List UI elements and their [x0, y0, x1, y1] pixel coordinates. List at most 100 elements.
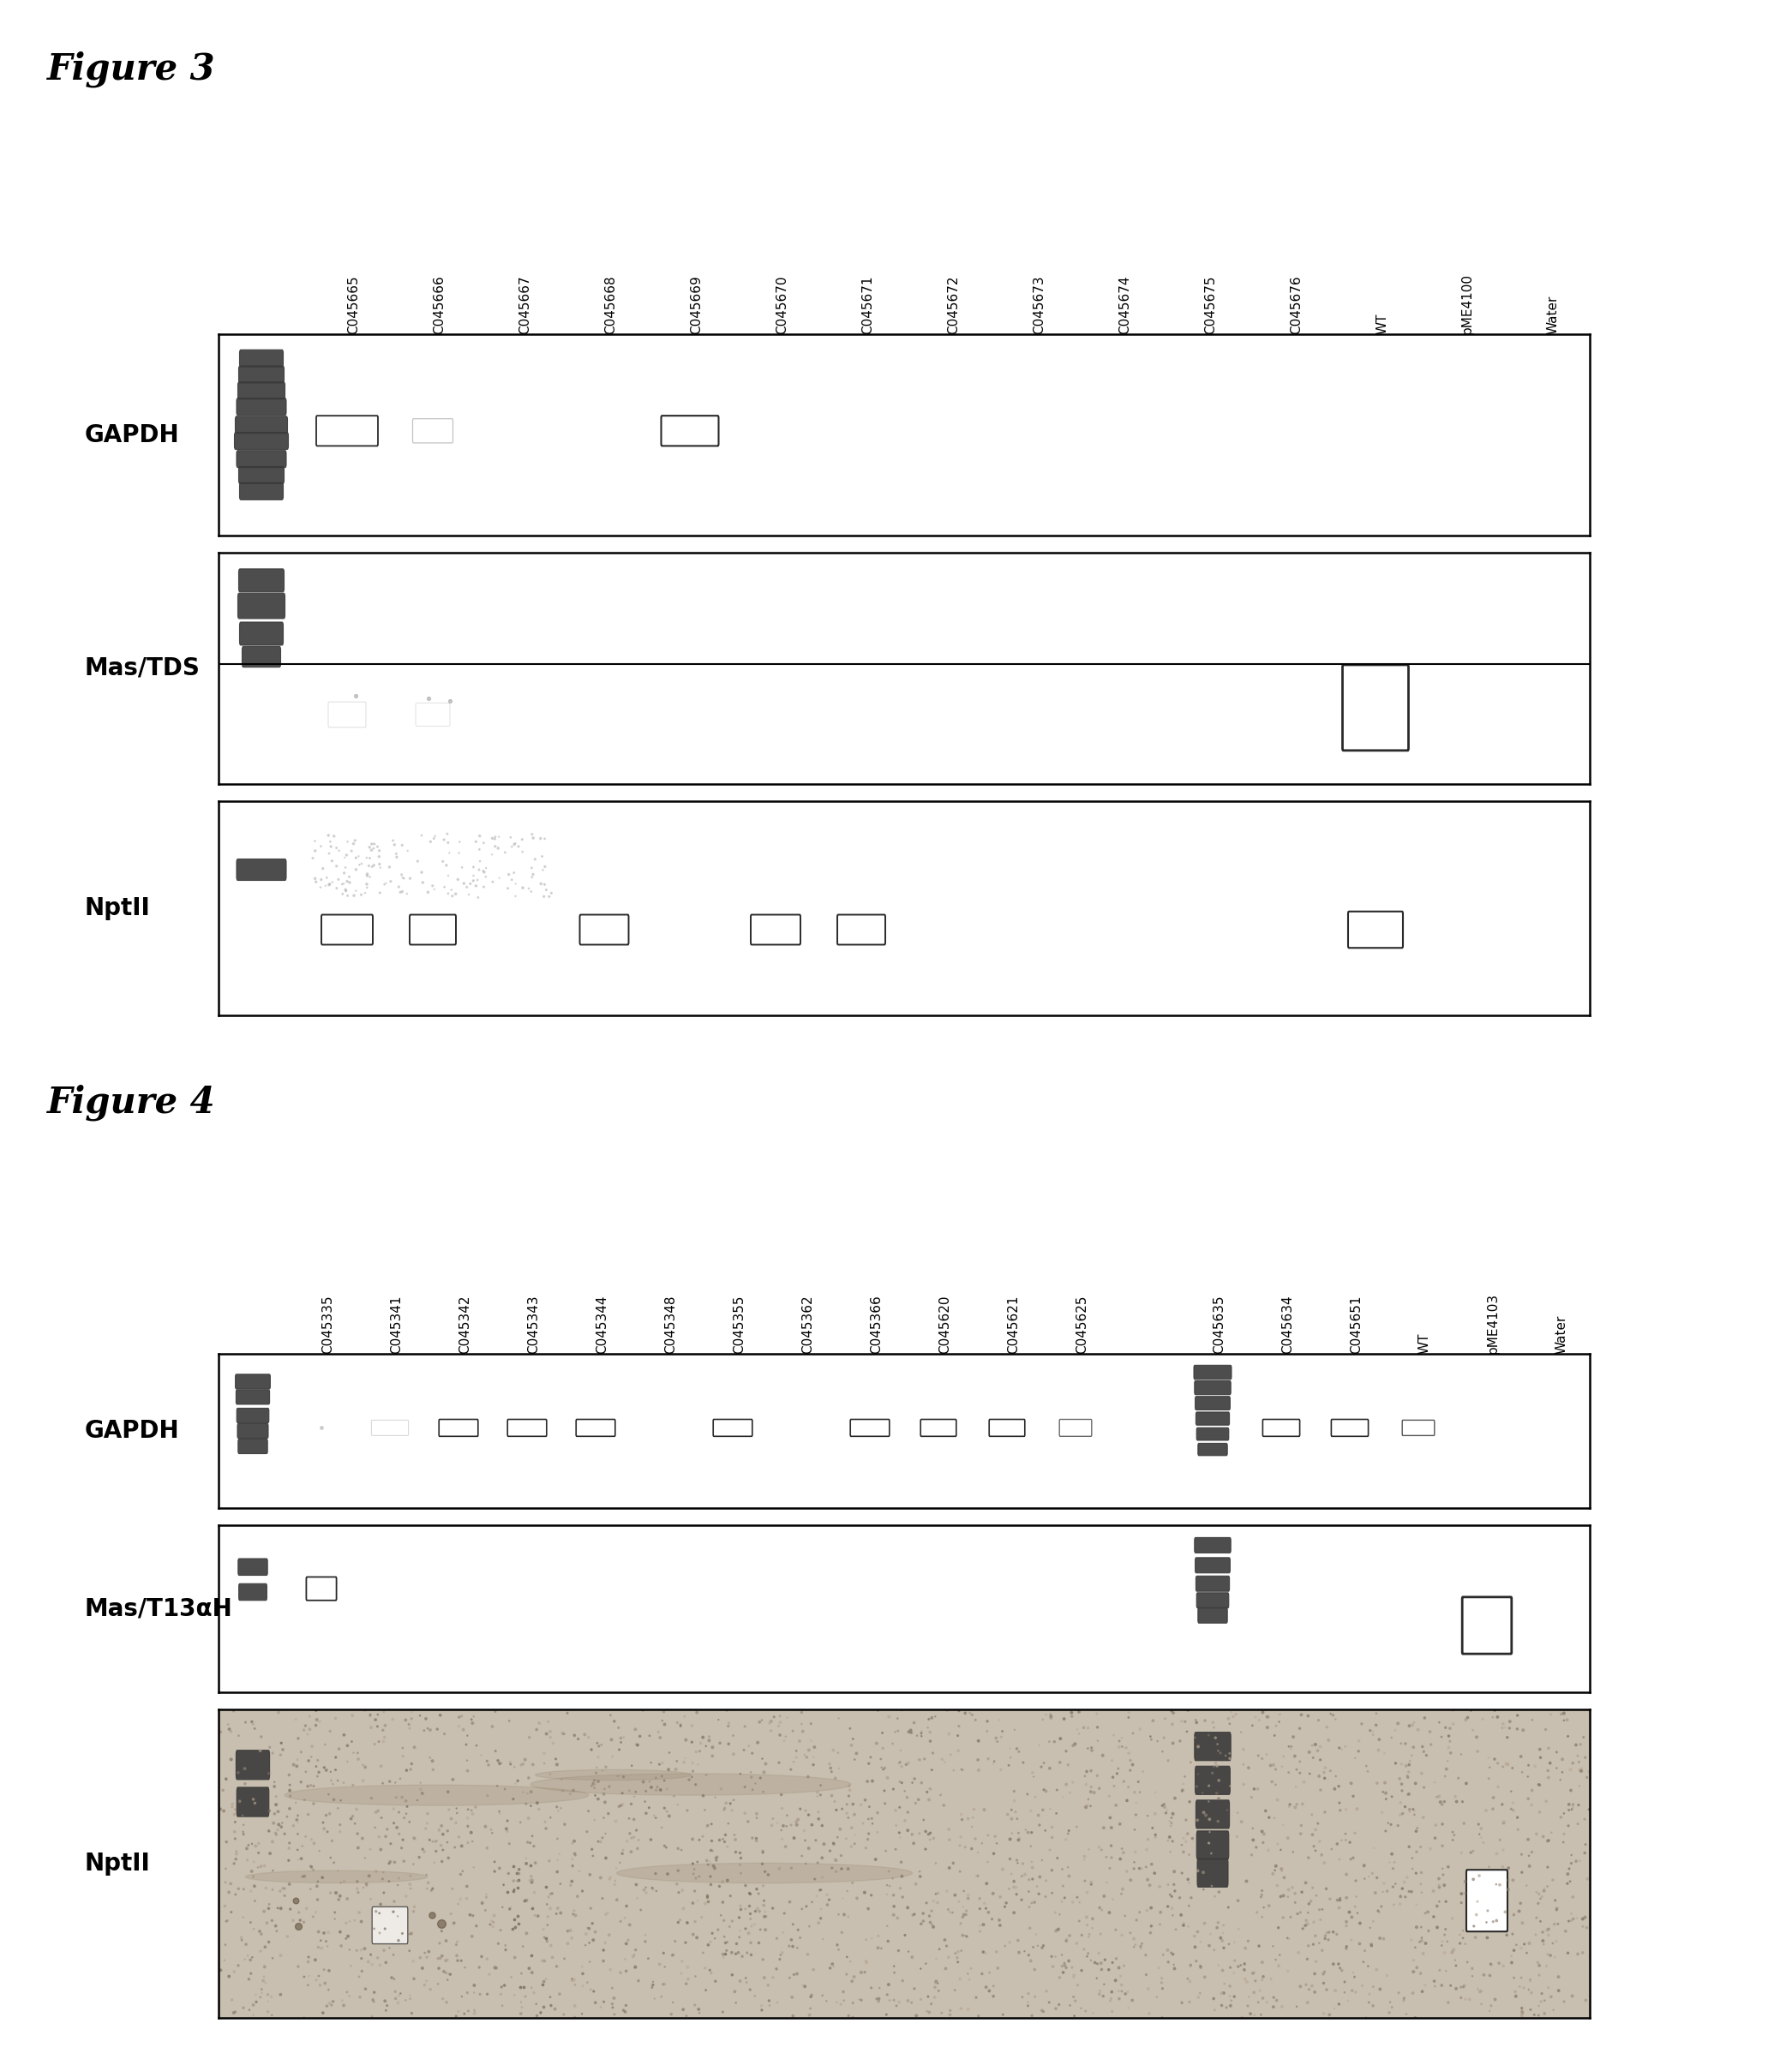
Point — [258, 1810, 287, 1842]
Point — [254, 1984, 283, 2016]
Point — [742, 1822, 771, 1855]
Point — [262, 1908, 290, 1941]
Point — [260, 1967, 289, 2000]
Point — [211, 1932, 240, 1965]
Point — [222, 1914, 251, 1947]
Point — [272, 1902, 301, 1934]
Point — [220, 1762, 249, 1795]
Point — [206, 1961, 235, 1994]
Point — [735, 1877, 763, 1910]
Point — [247, 1728, 276, 1760]
Point — [231, 1889, 260, 1922]
Point — [249, 1900, 278, 1932]
Point — [204, 1707, 233, 1740]
Point — [222, 1832, 251, 1865]
Point — [258, 1887, 287, 1920]
Point — [263, 1762, 292, 1795]
Point — [213, 1994, 242, 2027]
Point — [263, 1881, 292, 1914]
Point — [204, 1984, 233, 2016]
Point — [208, 1861, 237, 1893]
Point — [210, 1767, 238, 1799]
Point — [215, 1826, 244, 1859]
Point — [260, 1906, 289, 1939]
Point — [213, 1863, 242, 1896]
Point — [204, 1904, 233, 1936]
Point — [206, 1934, 235, 1967]
Point — [219, 1990, 247, 2022]
Point — [217, 1926, 246, 1959]
Point — [240, 1906, 269, 1939]
Point — [231, 1900, 260, 1932]
Point — [231, 1801, 260, 1834]
Point — [219, 1773, 247, 1805]
Point — [222, 1990, 251, 2022]
Point — [238, 1767, 267, 1799]
Point — [206, 2000, 235, 2033]
Point — [249, 1830, 278, 1863]
Point — [272, 1793, 301, 1826]
Point — [251, 1726, 280, 1758]
Point — [224, 1953, 253, 1986]
Point — [246, 1793, 274, 1826]
Point — [215, 1953, 244, 1986]
Point — [210, 1701, 238, 1734]
Point — [263, 1838, 292, 1871]
Point — [271, 1926, 299, 1959]
Point — [238, 1715, 267, 1748]
Point — [238, 1775, 267, 1808]
Point — [231, 1994, 260, 2027]
Text: Water: Water — [1555, 1314, 1568, 1353]
Point — [256, 2000, 285, 2033]
Point — [371, 866, 400, 899]
Point — [217, 1893, 246, 1926]
Point — [211, 1867, 240, 1900]
Point — [229, 1865, 258, 1898]
Point — [210, 1963, 238, 1996]
Point — [265, 1857, 294, 1889]
Point — [233, 1979, 262, 2012]
Point — [265, 1719, 294, 1752]
Point — [246, 1814, 274, 1846]
Point — [263, 1867, 292, 1900]
Point — [229, 1939, 258, 1971]
Point — [233, 1814, 262, 1846]
Point — [269, 1932, 297, 1965]
Point — [228, 1779, 256, 1812]
Point — [208, 1891, 237, 1924]
Point — [263, 1810, 292, 1842]
Point — [233, 1707, 262, 1740]
Point — [249, 1967, 278, 2000]
Point — [215, 1873, 244, 1906]
Point — [251, 1814, 280, 1846]
Point — [256, 1947, 285, 1979]
Point — [213, 1857, 242, 1889]
Point — [222, 1963, 251, 1996]
Point — [219, 1992, 247, 2024]
Point — [238, 1810, 267, 1842]
Point — [206, 1836, 235, 1869]
Point — [247, 1695, 276, 1728]
Point — [271, 1986, 299, 2018]
Point — [238, 1832, 267, 1865]
Point — [366, 847, 394, 880]
Point — [219, 1769, 247, 1801]
Point — [235, 1748, 263, 1781]
Point — [226, 1801, 254, 1834]
Point — [253, 1705, 281, 1738]
FancyBboxPatch shape — [410, 915, 455, 944]
FancyBboxPatch shape — [238, 366, 285, 383]
Point — [206, 1902, 235, 1934]
Point — [226, 1785, 254, 1818]
Point — [213, 1709, 242, 1742]
Point — [333, 825, 362, 858]
Point — [235, 1793, 263, 1826]
Point — [220, 1924, 249, 1957]
Point — [238, 1891, 267, 1924]
Point — [258, 1875, 287, 1908]
Point — [247, 1941, 276, 1973]
FancyBboxPatch shape — [237, 450, 287, 467]
Point — [222, 1969, 251, 2002]
Text: NptII: NptII — [84, 897, 151, 921]
Point — [253, 1803, 281, 1836]
